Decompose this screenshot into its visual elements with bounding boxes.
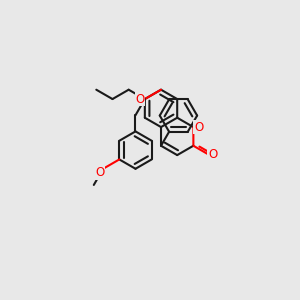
Text: O: O	[95, 166, 105, 179]
Text: O: O	[208, 148, 217, 161]
Text: O: O	[136, 92, 145, 106]
Text: O: O	[194, 121, 203, 134]
